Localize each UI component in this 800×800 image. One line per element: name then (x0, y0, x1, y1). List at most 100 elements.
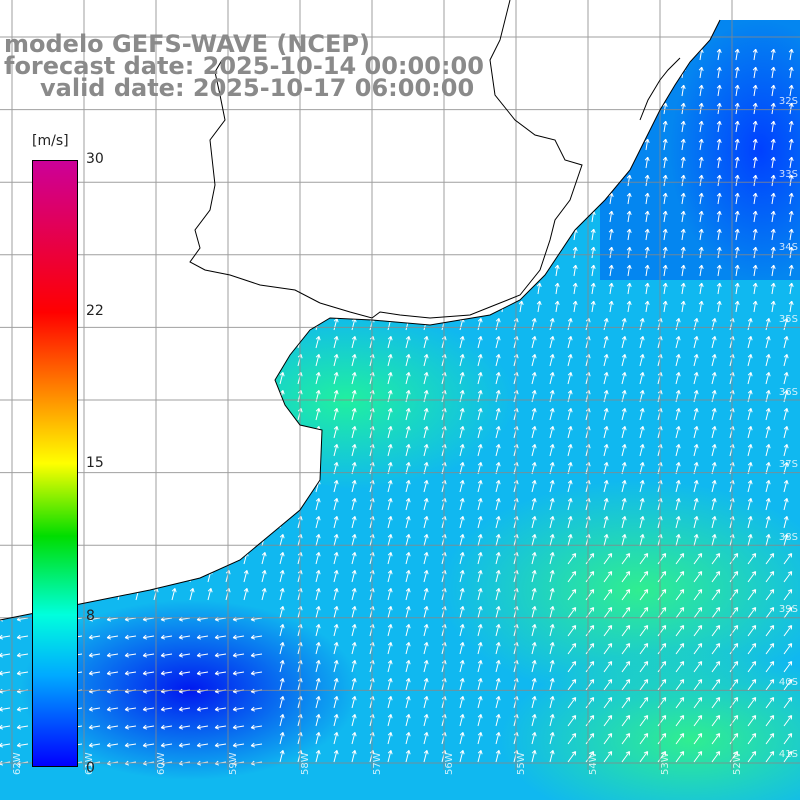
wind-arrow (405, 516, 411, 529)
wind-arrow (549, 534, 555, 547)
wind-arrow (446, 300, 452, 313)
wind-arrow (243, 354, 249, 367)
wind-arrow (459, 462, 465, 475)
wind-arrow (196, 742, 209, 748)
wind-arrow (459, 714, 465, 727)
wind-arrow (662, 84, 668, 97)
wind-arrow (734, 264, 740, 277)
wind-arrow (214, 742, 227, 748)
wind-arrow (531, 516, 537, 529)
wind-arrow (536, 156, 542, 169)
wind-arrow (680, 282, 686, 295)
wind-arrow (459, 498, 465, 511)
wind-arrow (554, 84, 560, 97)
wind-arrow (675, 372, 681, 385)
wind-arrow (747, 498, 753, 511)
wind-arrow (171, 354, 177, 367)
wind-arrow (423, 444, 429, 457)
wind-arrow (99, 534, 105, 547)
wind-arrow (747, 318, 753, 331)
wind-arrow (693, 336, 699, 349)
wind-arrow (765, 426, 771, 439)
wind-arrow (621, 571, 631, 583)
wind-arrow (279, 696, 285, 709)
wind-arrow (189, 552, 195, 565)
wind-arrow (567, 480, 573, 493)
wind-arrow (729, 679, 739, 691)
wind-arrow (783, 318, 789, 331)
wind-arrow (387, 642, 393, 655)
wind-arrow (554, 102, 560, 115)
wind-arrow (747, 643, 757, 655)
wind-arrow (765, 751, 775, 763)
wind-arrow (279, 660, 285, 673)
wind-arrow (477, 444, 483, 457)
wind-arrow (639, 661, 649, 673)
wind-arrow (405, 444, 411, 457)
wind-arrow (531, 606, 537, 619)
wind-arrow (99, 318, 105, 331)
wind-arrow (482, 138, 488, 151)
title-forecast-date: forecast date: 2025-10-14 00:00:00 (4, 52, 484, 80)
wind-arrow (135, 354, 141, 367)
wind-arrow (567, 354, 573, 367)
wind-arrow (351, 336, 357, 349)
wind-arrow (693, 625, 703, 637)
wind-arrow (698, 282, 704, 295)
wind-arrow (531, 480, 537, 493)
wind-arrow (333, 696, 339, 709)
wind-arrow (644, 120, 650, 133)
wind-arrow (626, 84, 632, 97)
wind-arrow (765, 715, 775, 727)
wind-arrow (644, 156, 650, 169)
wind-arrow (729, 697, 739, 709)
wind-arrow (644, 264, 650, 277)
wind-arrow (459, 678, 465, 691)
wind-arrow (783, 679, 793, 691)
wind-arrow (482, 156, 488, 169)
wind-arrow (243, 480, 249, 493)
wind-arrow (675, 408, 681, 421)
wind-arrow (590, 66, 596, 79)
lat-label: 41S (779, 749, 798, 760)
wind-arrow (536, 192, 542, 205)
wind-arrow (464, 156, 470, 169)
wind-arrow (716, 264, 722, 277)
wind-arrow (675, 354, 681, 367)
wind-arrow (243, 336, 249, 349)
wind-arrow (770, 102, 776, 115)
wind-arrow (662, 120, 668, 133)
wind-arrow (351, 732, 357, 745)
wind-arrow (117, 444, 123, 457)
wind-arrow (536, 228, 542, 241)
wind-arrow (788, 156, 794, 169)
wind-arrow (621, 444, 627, 457)
wind-arrow (549, 318, 555, 331)
wind-arrow (747, 462, 753, 475)
wind-arrow (567, 372, 573, 385)
wind-arrow (279, 732, 285, 745)
wind-arrow (495, 354, 501, 367)
wind-arrow (446, 138, 452, 151)
wind-arrow (333, 372, 339, 385)
wind-arrow (752, 120, 758, 133)
wind-arrow (536, 48, 542, 61)
wind-arrow (477, 534, 483, 547)
lat-labels: 32S 33S 34S 35S 36S 37S 38S 39S 40S 41S (779, 96, 798, 760)
wind-arrow (124, 652, 137, 658)
wind-arrow (662, 156, 668, 169)
wind-arrow (500, 66, 506, 79)
wind-arrow (387, 750, 393, 763)
wind-arrow (626, 66, 632, 79)
wind-arrow (495, 336, 501, 349)
wind-arrow (770, 66, 776, 79)
lon-label: 54W (588, 752, 599, 775)
wind-arrow (639, 733, 649, 745)
wind-arrow (99, 498, 105, 511)
wind-arrow (518, 228, 524, 241)
wind-arrow (477, 606, 483, 619)
wind-arrow (788, 264, 794, 277)
wind-arrow (729, 589, 739, 601)
wind-arrow (428, 210, 434, 223)
wind-arrow (657, 571, 667, 583)
